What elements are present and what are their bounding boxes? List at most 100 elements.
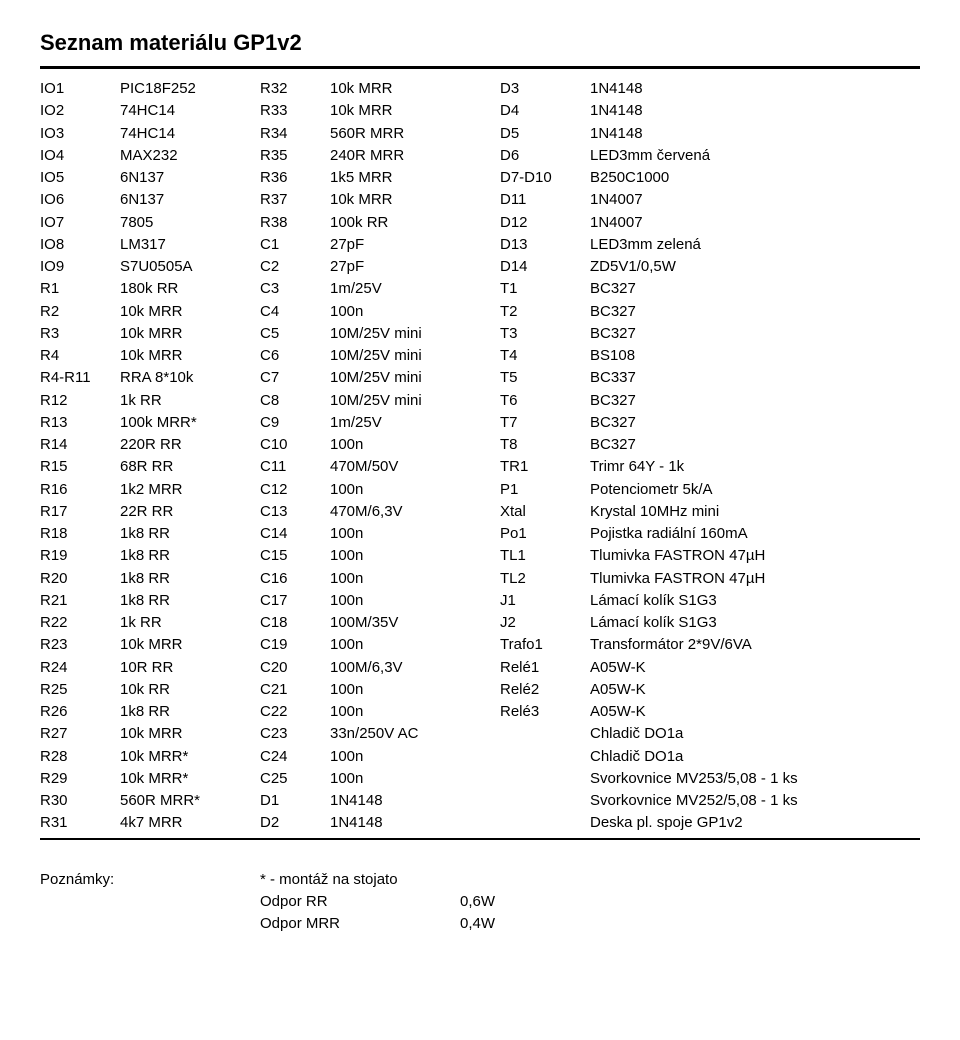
col3-ref: Relé2: [500, 680, 590, 700]
col1-val: 100k MRR*: [120, 413, 260, 433]
col2-ref: C4: [260, 302, 330, 322]
col1-val: 10k MRR: [120, 635, 260, 655]
col3-val: BC327: [590, 302, 860, 322]
col3-ref: J2: [500, 613, 590, 633]
col2-val: 100n: [330, 435, 500, 455]
col3-val: BS108: [590, 346, 860, 366]
col3-ref: T3: [500, 324, 590, 344]
col3-ref: D5: [500, 124, 590, 144]
note-b: 0,4W: [460, 914, 620, 934]
col2-val: 100n: [330, 546, 500, 566]
col3-ref: T7: [500, 413, 590, 433]
col1-val: 68R RR: [120, 457, 260, 477]
col1-val: 1k8 RR: [120, 569, 260, 589]
col2-val: 560R MRR: [330, 124, 500, 144]
col1-val: 10R RR: [120, 658, 260, 678]
col1-ref: IO6: [40, 190, 120, 210]
col3-ref: D11: [500, 190, 590, 210]
col3-val: 1N4148: [590, 101, 860, 121]
col3-ref: [500, 813, 590, 833]
col1-ref: R22: [40, 613, 120, 633]
col2-ref: R36: [260, 168, 330, 188]
col1-ref: R16: [40, 480, 120, 500]
col2-ref: R38: [260, 213, 330, 233]
col3-ref: Trafo1: [500, 635, 590, 655]
col2-val: 27pF: [330, 235, 500, 255]
col3-ref: T8: [500, 435, 590, 455]
col1-ref: R26: [40, 702, 120, 722]
col3-ref: T2: [500, 302, 590, 322]
col1-val: 10k MRR: [120, 724, 260, 744]
col1-val: 1k2 MRR: [120, 480, 260, 500]
col3-val: Potenciometr 5k/A: [590, 480, 860, 500]
col1-ref: R13: [40, 413, 120, 433]
col1-ref: R21: [40, 591, 120, 611]
col1-val: 1k8 RR: [120, 702, 260, 722]
page-title: Seznam materiálu GP1v2: [40, 30, 920, 56]
col2-val: 100n: [330, 769, 500, 789]
col3-val: Tlumivka FASTRON 47µH: [590, 569, 860, 589]
col1-ref: R20: [40, 569, 120, 589]
col2-ref: C9: [260, 413, 330, 433]
col3-ref: T5: [500, 368, 590, 388]
col1-ref: R14: [40, 435, 120, 455]
col1-val: 180k RR: [120, 279, 260, 299]
col3-val: 1N4148: [590, 124, 860, 144]
col2-ref: D1: [260, 791, 330, 811]
col2-val: 100n: [330, 524, 500, 544]
col1-val: 74HC14: [120, 124, 260, 144]
col1-val: 1k8 RR: [120, 546, 260, 566]
col2-val: 10k MRR: [330, 101, 500, 121]
col2-val: 1m/25V: [330, 413, 500, 433]
col2-val: 100M/6,3V: [330, 658, 500, 678]
col3-val: A05W-K: [590, 658, 860, 678]
col1-val: 10k MRR: [120, 324, 260, 344]
col1-ref: R15: [40, 457, 120, 477]
col2-ref: C24: [260, 747, 330, 767]
col3-val: LED3mm zelená: [590, 235, 860, 255]
col3-ref: [500, 769, 590, 789]
rule-top: [40, 66, 920, 69]
col1-ref: R30: [40, 791, 120, 811]
col2-ref: C15: [260, 546, 330, 566]
col2-ref: C10: [260, 435, 330, 455]
col1-ref: IO8: [40, 235, 120, 255]
col3-val: Deska pl. spoje GP1v2: [590, 813, 860, 833]
col3-ref: D12: [500, 213, 590, 233]
col3-val: LED3mm červená: [590, 146, 860, 166]
col3-val: Pojistka radiální 160mA: [590, 524, 860, 544]
note-a: Odpor RR: [260, 892, 460, 912]
notes-spacer: [40, 892, 260, 912]
col2-val: 470M/50V: [330, 457, 500, 477]
col2-ref: C7: [260, 368, 330, 388]
col3-val: Chladič DO1a: [590, 724, 860, 744]
col1-val: 1k RR: [120, 613, 260, 633]
col1-ref: IO2: [40, 101, 120, 121]
col1-val: 10k MRR*: [120, 769, 260, 789]
note-b: 0,6W: [460, 892, 620, 912]
col1-ref: R12: [40, 391, 120, 411]
col3-ref: J1: [500, 591, 590, 611]
col2-val: 10k MRR: [330, 190, 500, 210]
col3-ref: P1: [500, 480, 590, 500]
col3-val: Lámací kolík S1G3: [590, 591, 860, 611]
col2-ref: C11: [260, 457, 330, 477]
col2-val: 100n: [330, 747, 500, 767]
col2-val: 100k RR: [330, 213, 500, 233]
col3-val: 1N4148: [590, 79, 860, 99]
col3-ref: [500, 791, 590, 811]
col2-val: 1N4148: [330, 813, 500, 833]
col3-val: 1N4007: [590, 213, 860, 233]
col1-ref: R23: [40, 635, 120, 655]
col1-ref: R17: [40, 502, 120, 522]
col3-ref: T6: [500, 391, 590, 411]
col2-val: 100n: [330, 591, 500, 611]
col2-ref: C1: [260, 235, 330, 255]
col2-val: 10M/25V mini: [330, 391, 500, 411]
col2-val: 10M/25V mini: [330, 346, 500, 366]
col2-val: 100n: [330, 702, 500, 722]
col2-val: 100n: [330, 680, 500, 700]
col3-val: BC327: [590, 413, 860, 433]
col3-ref: Po1: [500, 524, 590, 544]
col3-val: Transformátor 2*9V/6VA: [590, 635, 860, 655]
